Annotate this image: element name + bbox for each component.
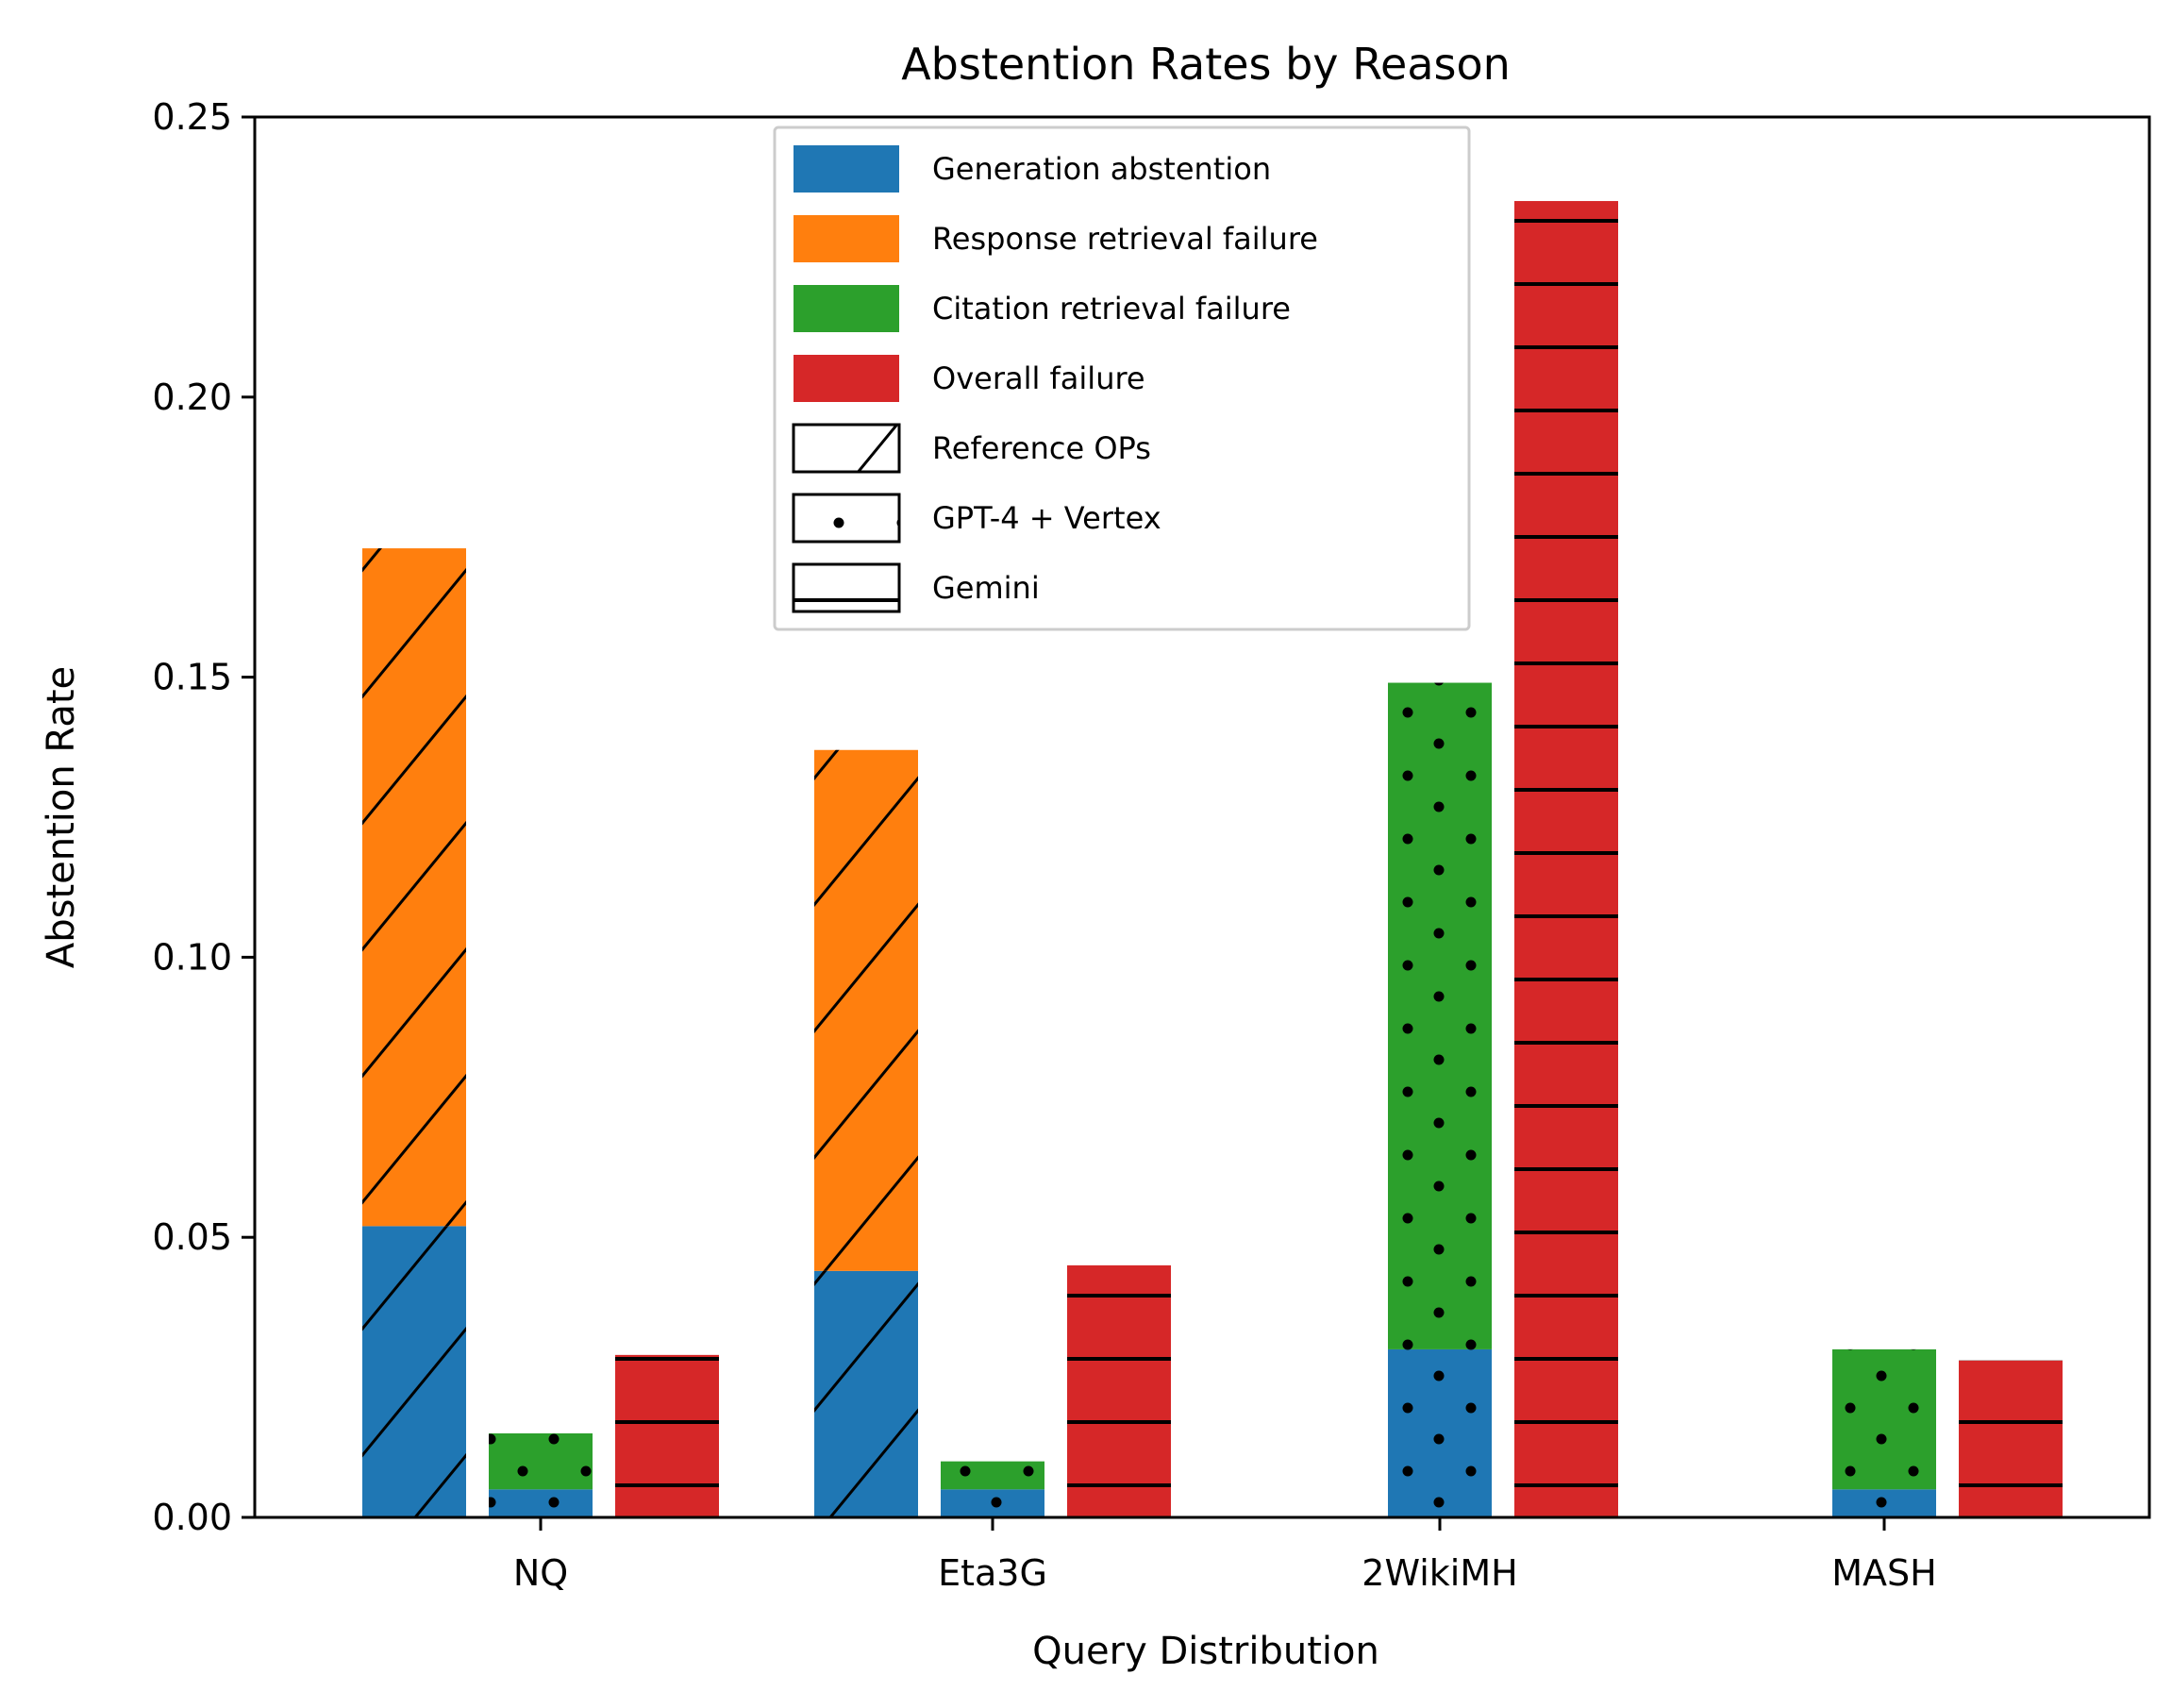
y-tick-label: 0.05 xyxy=(152,1216,232,1258)
legend-entry: Response retrieval failure xyxy=(794,215,1318,262)
legend-entry: Reference OPs xyxy=(792,423,1151,474)
y-axis: 0.00 0.05 0.10 0.15 0.20 0.25 xyxy=(152,96,255,1538)
legend-entry: Citation retrieval failure xyxy=(794,285,1291,332)
bar-segment-Eta3G-gpt4-generation xyxy=(941,1489,1044,1517)
legend-entry: GPT-4 + Vertex xyxy=(792,493,1161,544)
x-axis-label: Query Distribution xyxy=(1032,1630,1379,1673)
bar-segment-Eta3G-gemini-overall xyxy=(1067,1264,1171,1517)
x-tick-label: NQ xyxy=(513,1552,568,1594)
x-axis: NQ Eta3G 2WikiMH MASH xyxy=(513,1517,1937,1594)
bar-segment-2WikiMH-gpt4-citation xyxy=(1388,682,1492,1349)
bar-segment-MASH-gpt4-generation xyxy=(1832,1489,1936,1517)
x-tick-label: MASH xyxy=(1831,1552,1936,1594)
legend-label: Reference OPs xyxy=(932,430,1151,466)
bar-segment-2WikiMH-gemini-overall xyxy=(1514,201,1618,1517)
legend-label: Overall failure xyxy=(932,360,1145,396)
legend-entry: Generation abstention xyxy=(794,145,1271,193)
bar-segment-NQ-reference-generation xyxy=(362,1226,466,1517)
plot-area-frame xyxy=(253,115,2151,1519)
bar-segment-NQ-gemini-overall xyxy=(615,1354,719,1517)
chart-title: Abstention Rates by Reason xyxy=(901,39,1511,90)
bar-segment-MASH-gemini-overall xyxy=(1959,1360,2063,1517)
bar-segment-Eta3G-gpt4-citation xyxy=(941,1461,1044,1490)
bar-segment-NQ-reference-response xyxy=(362,548,466,1227)
x-tick-label: 2WikiMH xyxy=(1362,1552,1517,1594)
y-tick-label: 0.20 xyxy=(152,377,232,418)
bars-layer xyxy=(362,201,2063,1517)
x-tick-label: Eta3G xyxy=(938,1552,1047,1594)
bar-segment-Eta3G-reference-generation xyxy=(814,1270,918,1517)
bar-segment-NQ-gpt4-generation xyxy=(489,1489,593,1517)
legend-label: GPT-4 + Vertex xyxy=(932,500,1161,536)
legend: Generation abstention Response retrieval … xyxy=(773,126,1471,631)
y-tick-label: 0.25 xyxy=(152,96,232,138)
bar-segment-MASH-gpt4-citation xyxy=(1832,1348,1936,1490)
bar-segment-Eta3G-reference-response xyxy=(814,749,918,1271)
bar-segment-NQ-gpt4-citation xyxy=(489,1432,593,1490)
y-axis-label: Abstention Rate xyxy=(40,666,83,968)
y-tick-label: 0.15 xyxy=(152,657,232,698)
legend-label: Generation abstention xyxy=(932,151,1271,187)
bar-segment-2WikiMH-gpt4-generation xyxy=(1388,1348,1492,1517)
legend-frame xyxy=(773,126,1471,631)
legend-label: Response retrieval failure xyxy=(932,221,1318,257)
legend-label: Gemini xyxy=(932,570,1040,606)
legend-entry: Overall failure xyxy=(794,355,1145,402)
legend-entry: Gemini xyxy=(792,562,1040,613)
y-tick-label: 0.10 xyxy=(152,936,232,978)
legend-label: Citation retrieval failure xyxy=(932,291,1291,327)
y-tick-label: 0.00 xyxy=(152,1497,232,1538)
